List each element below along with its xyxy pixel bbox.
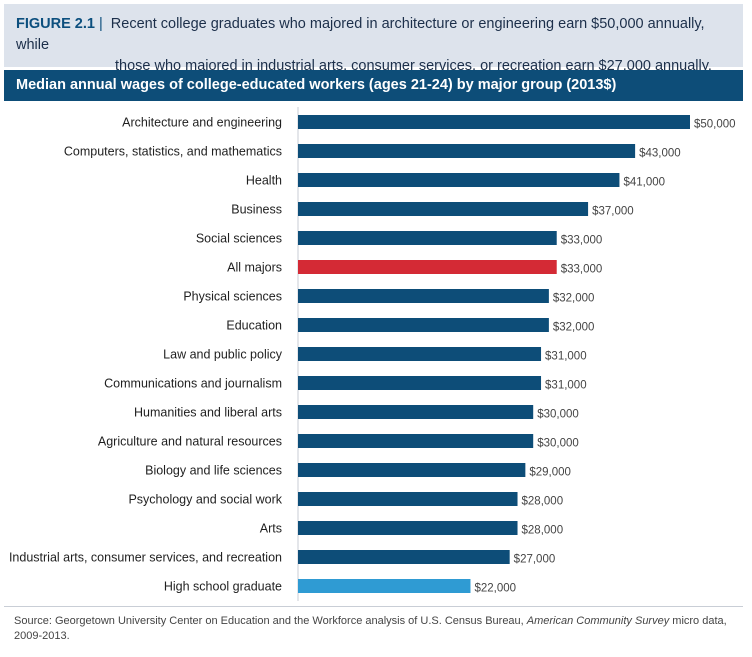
value-label-social-sciences: $33,000: [561, 235, 603, 247]
figure-separator: |: [98, 16, 103, 32]
category-label-arts: Arts: [260, 522, 282, 536]
value-label-health: $41,000: [623, 177, 665, 189]
category-label-industrial-arts-consumer-services-and-recreation: Industrial arts, consumer services, and …: [9, 551, 282, 565]
value-label-arts: $28,000: [522, 525, 564, 537]
value-label-business: $37,000: [592, 206, 634, 218]
source-suffix: micro data, 2009-2013.: [14, 615, 727, 642]
caption-line-1: Recent college graduates who majored in …: [16, 16, 705, 53]
bar-high-school-graduate: [298, 579, 471, 593]
category-label-computers-statistics-and-mathematics: Computers, statistics, and mathematics: [64, 145, 282, 159]
bar-psychology-and-social-work: [298, 492, 518, 506]
bar-business: [298, 202, 589, 216]
value-label-education: $32,000: [553, 322, 595, 334]
category-label-health: Health: [246, 174, 282, 188]
value-label-high-school-graduate: $22,000: [474, 583, 516, 595]
value-label-all-majors: $33,000: [561, 264, 603, 276]
figure-label: FIGURE 2.1: [16, 16, 95, 32]
bar-all-majors: [298, 260, 557, 274]
value-label-agriculture-and-natural-resources: $30,000: [537, 438, 579, 450]
value-label-psychology-and-social-work: $28,000: [522, 496, 564, 508]
category-label-business: Business: [231, 203, 282, 217]
category-label-high-school-graduate: High school graduate: [164, 580, 282, 594]
category-label-psychology-and-social-work: Psychology and social work: [128, 493, 282, 507]
category-label-physical-sciences: Physical sciences: [183, 290, 282, 304]
divider: [4, 606, 743, 607]
bar-industrial-arts-consumer-services-and-recreation: [298, 550, 510, 564]
value-label-architecture-and-engineering: $50,000: [694, 119, 736, 131]
bar-humanities-and-liberal-arts: [298, 405, 534, 419]
value-label-law-and-public-policy: $31,000: [545, 351, 587, 363]
category-label-education: Education: [226, 319, 282, 333]
category-label-all-majors: All majors: [227, 261, 282, 275]
value-label-humanities-and-liberal-arts: $30,000: [537, 409, 579, 421]
bar-architecture-and-engineering: [298, 115, 690, 129]
category-label-agriculture-and-natural-resources: Agriculture and natural resources: [98, 435, 282, 449]
source-italic: American Community Survey: [526, 615, 670, 627]
bar-chart: Architecture and engineering $50,000 Compu…: [9, 107, 736, 601]
bar-social-sciences: [298, 231, 557, 245]
source-prefix: Source: Georgetown University Center on …: [14, 615, 527, 627]
bar-arts: [298, 521, 518, 535]
category-label-architecture-and-engineering: Architecture and engineering: [122, 116, 282, 130]
source-note: Source: Georgetown University Center on …: [14, 614, 734, 644]
bar-biology-and-life-sciences: [298, 463, 526, 477]
bar-communications-and-journalism: [298, 376, 542, 390]
category-label-social-sciences: Social sciences: [196, 232, 282, 246]
figure-caption: FIGURE 2.1 | Recent college graduates who…: [4, 4, 743, 74]
bar-physical-sciences: [298, 289, 549, 303]
value-label-physical-sciences: $32,000: [553, 293, 595, 305]
bar-law-and-public-policy: [298, 347, 542, 361]
category-label-communications-and-journalism: Communications and journalism: [104, 377, 282, 391]
value-label-biology-and-life-sciences: $29,000: [529, 467, 571, 479]
category-label-humanities-and-liberal-arts: Humanities and liberal arts: [134, 406, 282, 420]
category-label-biology-and-life-sciences: Biology and life sciences: [145, 464, 282, 478]
chart-title: Median annual wages of college-educated …: [4, 70, 743, 101]
bar-computers-statistics-and-mathematics: [298, 144, 636, 158]
bar-agriculture-and-natural-resources: [298, 434, 534, 448]
value-label-industrial-arts-consumer-services-and-recreation: $27,000: [514, 554, 556, 566]
bar-education: [298, 318, 549, 332]
category-label-law-and-public-policy: Law and public policy: [163, 348, 283, 362]
bar-health: [298, 173, 620, 187]
value-label-computers-statistics-and-mathematics: $43,000: [639, 148, 681, 160]
value-label-communications-and-journalism: $31,000: [545, 380, 587, 392]
